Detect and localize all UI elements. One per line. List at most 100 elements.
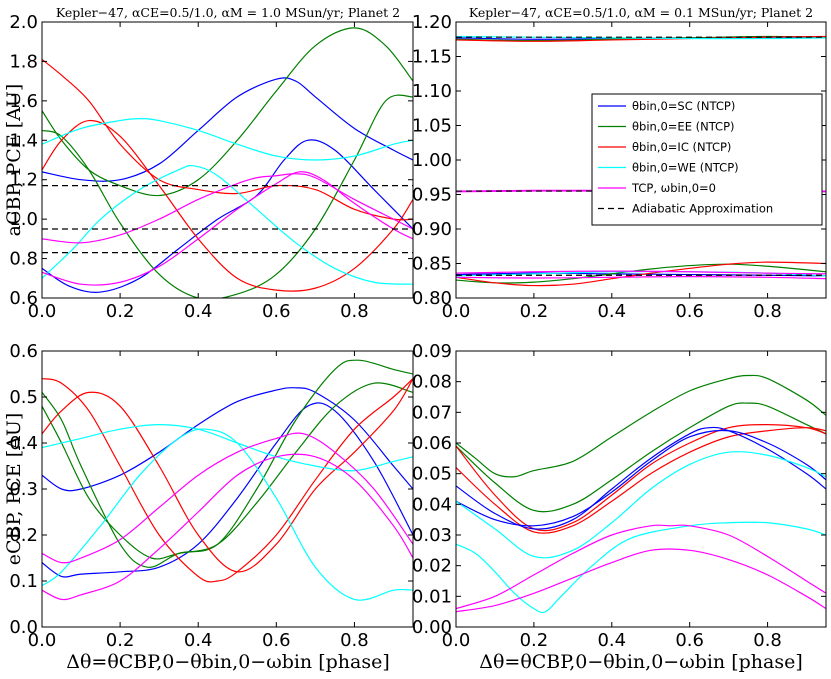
series-line-cyan: [42, 164, 413, 285]
series-line-cyan: [42, 117, 413, 161]
legend-box: [591, 93, 823, 226]
y-tick-label: 0.09: [412, 341, 452, 362]
legend-label: θbin,0=SC (NTCP): [632, 99, 735, 113]
x-tick-label: 0.0: [442, 630, 471, 651]
series-line-red: [456, 423, 826, 532]
series-line-magenta: [456, 524, 826, 610]
x-tick-label: 0.8: [753, 630, 782, 651]
y-tick-label: 0.00: [412, 617, 452, 638]
y-tick-label: 1.15: [412, 47, 452, 68]
y-tick-label: 1.00: [412, 150, 452, 171]
y-tick-label: 1.10: [412, 81, 452, 102]
x-tick-label: 0.4: [597, 301, 626, 322]
x-tick-label: 0.2: [106, 630, 135, 651]
x-tick-label: 0.6: [675, 301, 704, 322]
y-tick-label: 0.0: [9, 617, 38, 638]
y-tick-label: 0.04: [412, 494, 452, 515]
y-tick-label: 1.20: [412, 12, 452, 33]
series-line-blue: [42, 402, 413, 578]
x-tick-label: 0.8: [340, 630, 369, 651]
y-tick-label: 0.5: [9, 387, 38, 408]
legend: θbin,0=SC (NTCP) θbin,0=EE (NTCP) θbin,0=I…: [591, 93, 823, 226]
legend-label: θbin,0=IC (NTCP): [632, 140, 731, 154]
panel-top-right: Kepler−47, αCE=0.5/1.0, αM = 0.1 MSun/yr…: [412, 5, 827, 322]
y-tick-label: 1.6: [9, 91, 38, 112]
x-tick-label: 0.4: [184, 630, 213, 651]
y-tick-label: 1.05: [412, 116, 452, 137]
series-line-magenta: [42, 453, 413, 601]
y-tick-label: 0.6: [9, 288, 38, 309]
legend-label: TCP, ωbin,0=0: [631, 181, 716, 195]
y-tick-label: 0.08: [412, 372, 452, 393]
panel-top-left: Kepler−47, αCE=0.5/1.0, αM = 1.0 MSun/yr…: [3, 5, 414, 322]
series-line-blue: [42, 387, 413, 492]
series-line-green: [456, 402, 826, 513]
y-axis-label: eCBP, PCE [AU]: [3, 413, 25, 566]
y-tick-label: 1.2: [9, 170, 38, 191]
y-axis-label: aCBP, PCE [AU]: [3, 84, 25, 237]
series-line-magenta: [42, 173, 413, 244]
panel-bottom-left: 0.0 0.2 0.4 0.6 0.8 0.0 0.1 0.2 0.3 0.4 0.5 0.6 eCB…: [3, 341, 414, 673]
legend-label: θbin,0=EE (NTCP): [632, 120, 735, 134]
y-tick-label: 0.4: [9, 433, 38, 454]
series-line-red: [456, 427, 826, 534]
series-line-blue: [456, 426, 826, 530]
x-tick-label: 0.8: [753, 301, 782, 322]
legend-label: Adiabatic Approximation: [632, 202, 773, 216]
series-line-blue: [42, 77, 413, 182]
x-tick-label: 0.0: [28, 630, 57, 651]
y-tick-label: 0.80: [412, 288, 452, 309]
series-line-red: [42, 378, 413, 583]
x-tick-label: 0.6: [675, 630, 704, 651]
x-tick-label: 0.0: [442, 301, 471, 322]
series-line-red: [42, 378, 413, 573]
series-line-blue: [456, 429, 826, 527]
series-line-green: [42, 382, 413, 560]
y-tick-label: 0.05: [412, 464, 452, 485]
y-tick-label: 0.07: [412, 402, 452, 423]
series-line-red: [42, 119, 413, 292]
series-line-green: [42, 27, 413, 197]
y-tick-label: 0.03: [412, 525, 452, 546]
x-tick-label: 0.8: [340, 301, 369, 322]
y-tick-label: 0.6: [9, 341, 38, 362]
panel-title: Kepler−47, αCE=0.5/1.0, αM = 0.1 MSun/yr…: [469, 5, 813, 20]
y-tick-label: 0.90: [412, 219, 452, 240]
legend-label: θbin,0=WE (NTCP): [632, 161, 739, 175]
series-line-cyan: [42, 423, 413, 472]
y-tick-label: 0.2: [9, 525, 38, 546]
series-line-magenta: [42, 432, 413, 564]
x-tick-label: 0.6: [262, 301, 291, 322]
series-line-cyan: [456, 451, 826, 559]
y-tick-label: 2.0: [9, 12, 38, 33]
series-line-cyan: [456, 521, 826, 614]
y-tick-label: 0.85: [412, 254, 452, 275]
y-tick-label: 0.1: [9, 571, 38, 592]
x-tick-label: 0.2: [520, 630, 549, 651]
x-tick-label: 0.2: [106, 301, 135, 322]
series-line-cyan: [42, 428, 413, 601]
y-tick-label: 0.06: [412, 433, 452, 454]
series-line-red: [42, 58, 413, 221]
y-tick-label: 0.02: [412, 556, 452, 577]
series-line-red: [456, 261, 826, 287]
panel-title: Kepler−47, αCE=0.5/1.0, αM = 1.0 MSun/yr…: [56, 5, 400, 20]
series-line-cyan: [456, 35, 826, 40]
series-line-green: [42, 94, 413, 298]
series-line-magenta: [42, 171, 413, 286]
y-tick-label: 0.95: [412, 185, 452, 206]
series-line-magenta: [456, 548, 826, 613]
y-tick-label: 0.3: [9, 479, 38, 500]
series-line-magenta: [456, 270, 826, 275]
series-line-magenta: [456, 276, 826, 280]
x-tick-label: 0.4: [184, 301, 213, 322]
x-tick-label: 0.2: [520, 301, 549, 322]
y-tick-label: 0.01: [412, 586, 452, 607]
y-tick-label: 1.4: [9, 130, 38, 151]
series-line-green: [456, 374, 826, 478]
panel-bottom-right: 0.0 0.2 0.4 0.6 0.8 0.00 0.01 0.02 0.03 0.04 0.05 0…: [412, 341, 827, 673]
x-axis-label: Δθ=θCBP,0−θbin,0−ωbin [phase]: [479, 651, 803, 673]
x-tick-label: 0.0: [28, 301, 57, 322]
series-line-blue: [42, 139, 413, 293]
